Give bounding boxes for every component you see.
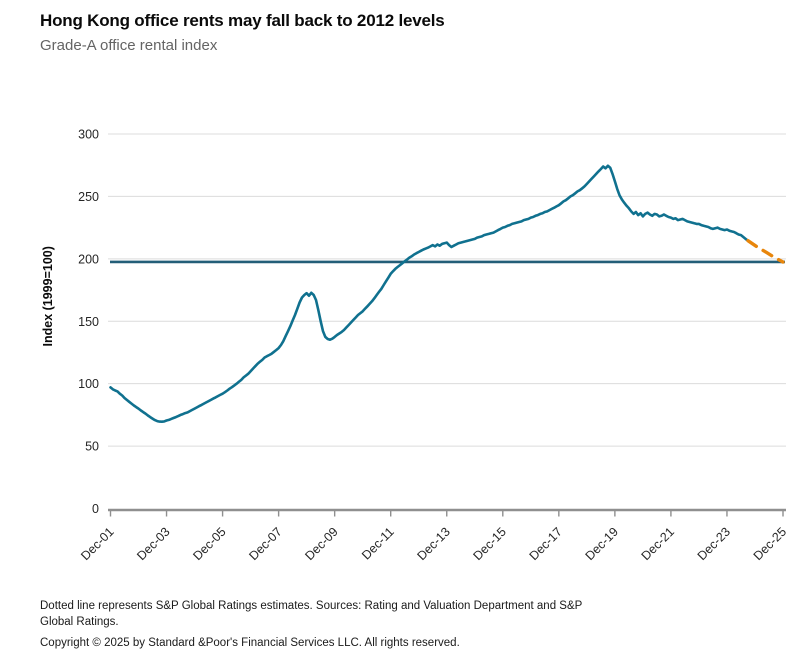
svg-text:200: 200 xyxy=(78,252,99,266)
svg-text:0: 0 xyxy=(92,502,99,516)
x-axis xyxy=(108,508,786,517)
svg-text:250: 250 xyxy=(78,190,99,204)
y-axis-label: Index (1999=100) xyxy=(41,246,55,346)
svg-text:Dec-11: Dec-11 xyxy=(359,525,397,563)
svg-text:Dec-05: Dec-05 xyxy=(190,525,228,563)
svg-text:100: 100 xyxy=(78,377,99,391)
y-tick-labels: 0 50 100 150 200 250 300 xyxy=(78,128,99,517)
gridlines xyxy=(108,133,786,447)
svg-text:Dec-17: Dec-17 xyxy=(527,525,565,563)
actual-index-line xyxy=(109,164,750,423)
svg-text:Dec-15: Dec-15 xyxy=(471,525,509,563)
svg-text:Dec-07: Dec-07 xyxy=(246,525,284,563)
page-subtitle: Grade-A office rental index xyxy=(40,37,218,54)
svg-text:Dec-13: Dec-13 xyxy=(414,525,452,563)
svg-text:Dec-21: Dec-21 xyxy=(639,525,677,563)
svg-text:Dec-01: Dec-01 xyxy=(78,525,116,563)
estimate-dotted-line xyxy=(746,239,785,264)
svg-text:Dec-23: Dec-23 xyxy=(695,525,733,563)
svg-text:Dec-03: Dec-03 xyxy=(134,525,172,563)
svg-text:Dec-19: Dec-19 xyxy=(583,525,621,563)
svg-text:300: 300 xyxy=(78,128,99,142)
svg-text:50: 50 xyxy=(85,440,99,454)
x-tick-labels: Dec-01 Dec-03 Dec-05 Dec-07 Dec-09 Dec-11 Dec-… xyxy=(78,525,789,563)
svg-text:Dec-09: Dec-09 xyxy=(302,525,340,563)
copyright-line: Copyright © 2025 by Standard &Poor's Fin… xyxy=(40,637,460,649)
page-title: Hong Kong office rents may fall back to … xyxy=(40,11,445,30)
rental-index-chart: 0 50 100 150 200 250 300 Dec-01 Dec-03 Dec-05 Dec-… xyxy=(41,128,789,564)
svg-text:150: 150 xyxy=(78,315,99,329)
svg-text:Dec-25: Dec-25 xyxy=(751,525,789,563)
source-note: Dotted line represents S&P Global Rating… xyxy=(40,600,583,628)
